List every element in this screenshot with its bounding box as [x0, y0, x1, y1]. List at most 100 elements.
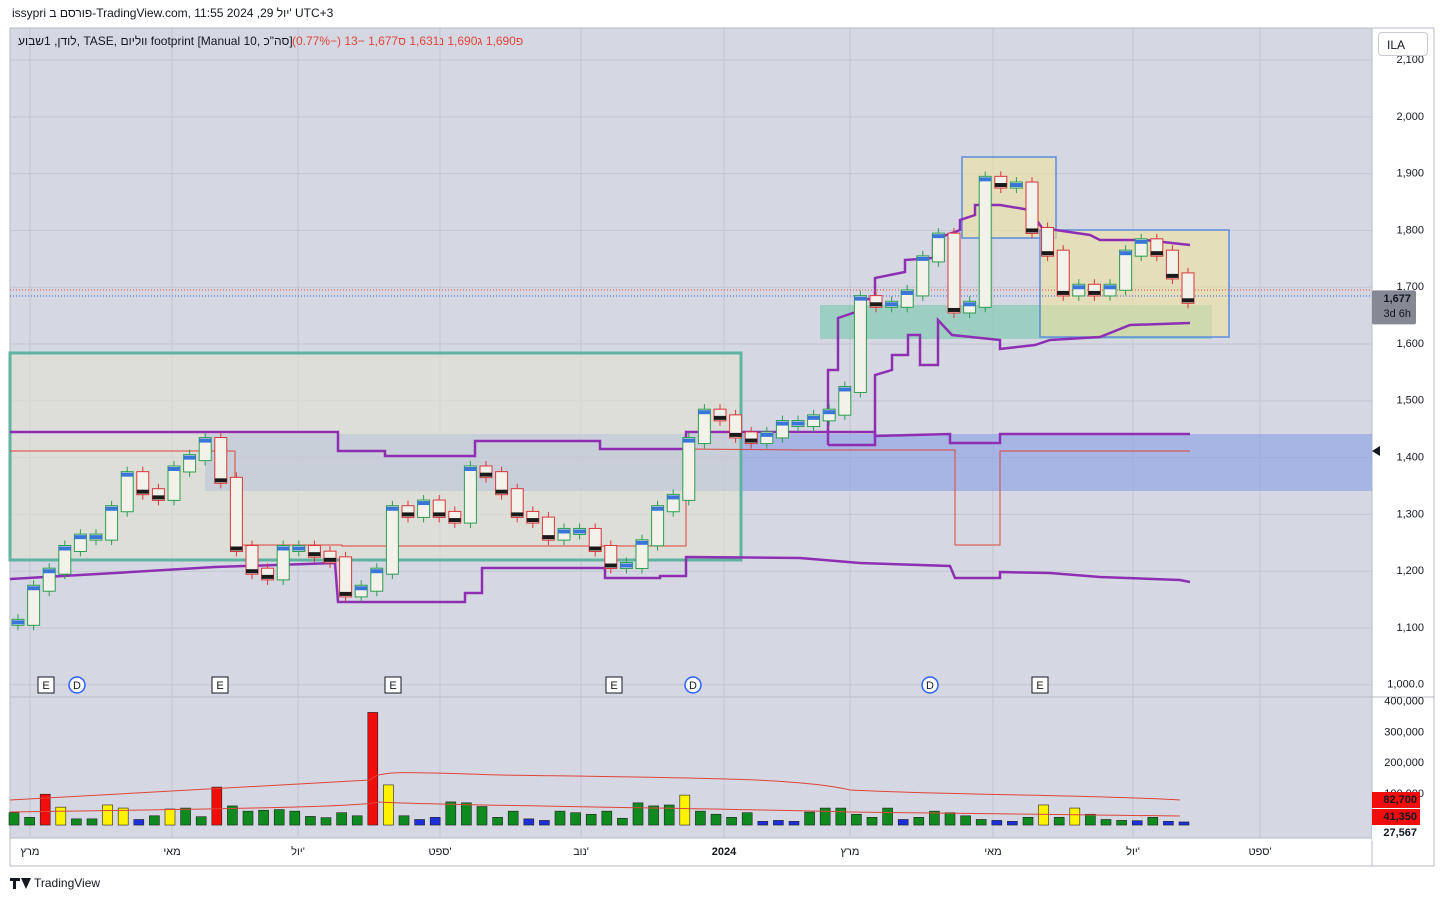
volume-marker-box — [1372, 809, 1420, 825]
poc-cell — [1104, 285, 1116, 290]
event-badge — [68, 676, 86, 694]
poc-cell — [729, 432, 742, 437]
price-tick-label: 1,800 — [1396, 224, 1424, 236]
poc-cell — [183, 455, 196, 460]
indicator-line — [828, 316, 1191, 447]
price-axis-area — [1371, 27, 1435, 867]
legend-title: לודן, 1שבוע, TASE, ווליום footprint [Man… — [18, 34, 293, 48]
candle-body — [931, 232, 945, 263]
symbol-button[interactable]: ILA — [1378, 32, 1428, 56]
poc-cell — [370, 569, 383, 574]
time-label: מרץ — [841, 846, 860, 858]
volume-bar — [679, 794, 691, 826]
volume-bar — [1100, 819, 1112, 826]
poc-cell — [948, 307, 960, 312]
price-tick-label: 2,100 — [1396, 54, 1424, 66]
volume-bar — [1116, 820, 1127, 826]
time-label: מרץ — [21, 846, 40, 858]
poc-cell — [870, 302, 882, 307]
volume-bar — [367, 712, 379, 826]
poc-cell — [214, 478, 227, 483]
poc-cell — [1088, 290, 1101, 295]
price-tick-label: 1,500 — [1396, 395, 1424, 407]
volume-bar — [601, 810, 613, 826]
poc-cell — [355, 586, 368, 591]
poc-cell — [105, 506, 118, 511]
poc-cell — [589, 546, 602, 551]
poc-cell — [1026, 228, 1038, 233]
candle-body — [526, 510, 540, 524]
poc-cell — [1041, 251, 1054, 256]
event-label: D — [926, 680, 934, 692]
poc-cell — [807, 415, 820, 420]
poc-cell — [1119, 251, 1132, 256]
poc-cell — [667, 495, 680, 500]
poc-cell — [402, 512, 414, 517]
volume-bar — [710, 813, 722, 826]
volume-bar — [351, 815, 363, 826]
poc-cell — [121, 472, 134, 477]
volume-bar — [320, 817, 332, 826]
volume-bar — [149, 815, 160, 826]
candle-body — [604, 544, 618, 570]
poc-cell — [292, 546, 305, 551]
poc-cell — [230, 546, 243, 551]
poc-cell — [495, 489, 508, 494]
candle-body — [697, 408, 711, 445]
poc-cell — [246, 569, 258, 574]
candle-body — [994, 175, 1008, 189]
volume-bar — [585, 813, 597, 826]
event-label: D — [689, 680, 697, 692]
poc-cell — [838, 387, 851, 392]
volume-bar — [507, 810, 519, 826]
volume-tick-label: 400,000 — [1384, 696, 1424, 708]
poc-cell — [963, 302, 976, 307]
volume-bar — [71, 818, 82, 826]
poc-cell — [136, 489, 149, 494]
event-badge — [921, 676, 939, 694]
volume-bar — [819, 807, 831, 826]
volume-bar — [929, 810, 940, 826]
legend-ohlc: פ1,690 ג1,690 נ1,631 ס1,677 −13 (−0.77%) — [292, 34, 523, 48]
volume-bar — [289, 810, 301, 826]
volume-bar — [227, 805, 238, 826]
poc-cell — [916, 256, 929, 261]
volume-bar — [1069, 807, 1081, 826]
poc-cell — [12, 620, 24, 625]
volume-bar — [164, 808, 176, 826]
price-tick-label: 1,300 — [1396, 508, 1424, 520]
poc-cell — [620, 563, 633, 568]
volume-bar — [695, 810, 706, 826]
time-label: נוב' — [573, 846, 589, 858]
candle-body — [198, 437, 212, 462]
price-tick-label: 1,000.0 — [1387, 679, 1424, 691]
price-tick-label: 1,200 — [1396, 565, 1424, 577]
volume-bar — [944, 812, 956, 826]
volume-bar — [1163, 821, 1174, 826]
poc-cell — [386, 506, 399, 511]
candle-body — [448, 510, 462, 524]
candle-body — [838, 385, 852, 416]
candle-body — [635, 539, 649, 570]
time-label: מאי — [163, 846, 180, 858]
volume-tick-label: 300,000 — [1384, 726, 1424, 738]
volume-bar — [523, 818, 535, 826]
volume-tick-label: 200,000 — [1384, 757, 1424, 769]
time-axis-area — [9, 837, 1373, 867]
poc-cell — [1010, 183, 1023, 188]
poc-cell — [1072, 285, 1085, 290]
candle-body — [682, 437, 696, 501]
candle-body — [370, 567, 384, 592]
range-box — [8, 351, 743, 562]
volume-bar — [242, 810, 254, 826]
price-tick-label: 1,700 — [1396, 281, 1424, 293]
candle-body — [916, 255, 930, 297]
volume-bar — [570, 812, 581, 826]
volume-bar — [773, 820, 784, 826]
poc-cell — [152, 495, 165, 500]
volume-bar — [445, 801, 457, 826]
volume-bar — [24, 817, 35, 826]
poc-cell — [1166, 273, 1179, 278]
event-badge — [211, 676, 229, 694]
volume-bar — [55, 806, 67, 826]
